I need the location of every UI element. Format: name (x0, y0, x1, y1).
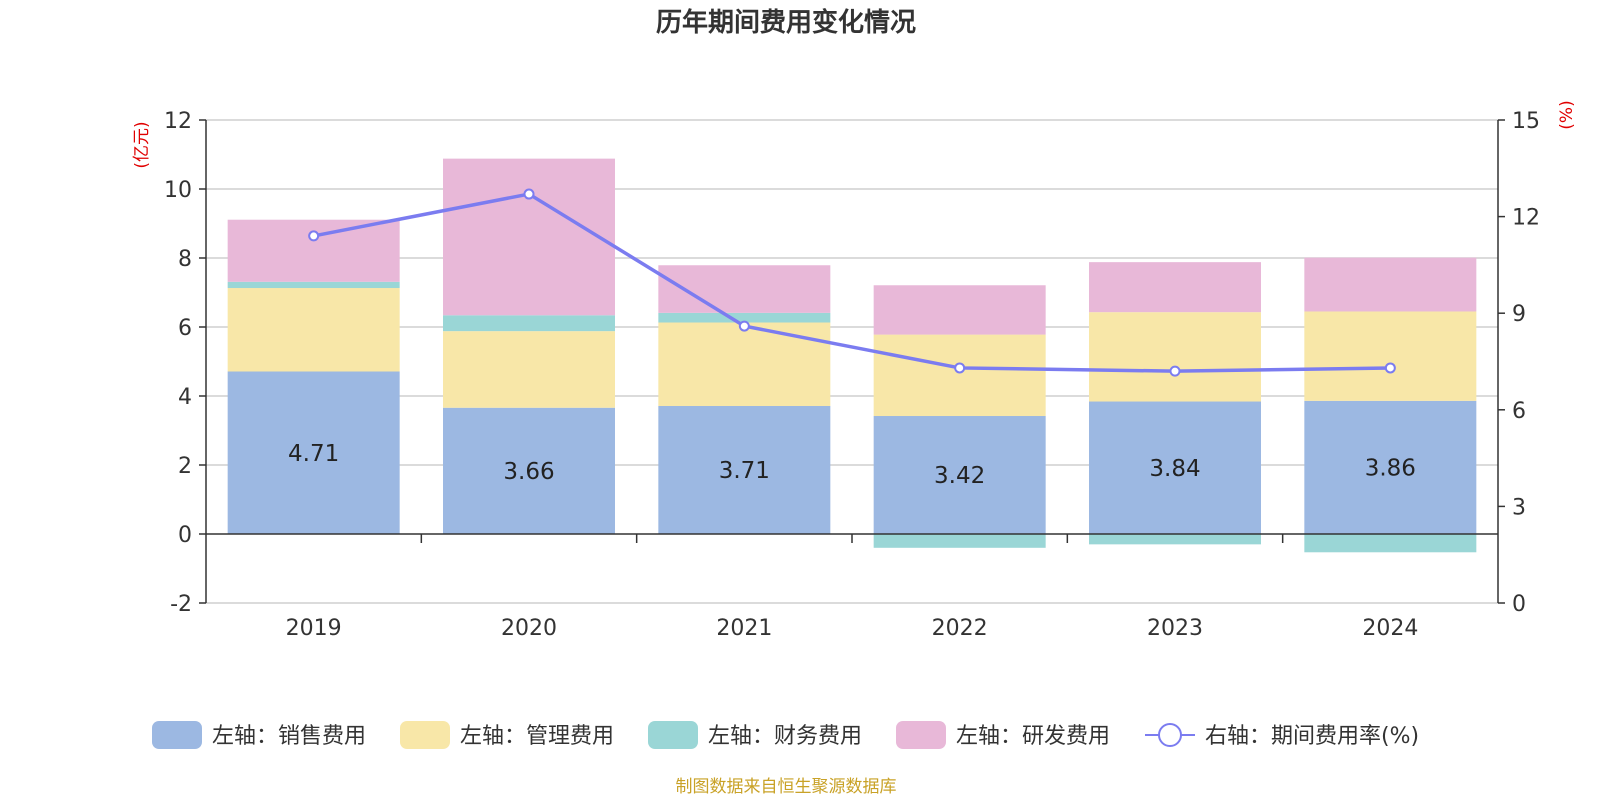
legend-label: 左轴：管理费用 (460, 724, 614, 749)
left-tick-label: 6 (178, 316, 192, 341)
bar-segment (873, 285, 1046, 335)
right-tick-label: 15 (1512, 109, 1540, 134)
expense-rate-point (1384, 362, 1396, 374)
bar-segment (1089, 312, 1261, 402)
right-tick-label: 9 (1512, 302, 1526, 327)
legend-swatch (648, 721, 698, 749)
left-tick-label: 0 (178, 523, 192, 548)
chart-title: 历年期间费用变化情况 (656, 7, 916, 38)
bar-value-label: 4.71 (288, 441, 339, 467)
bar-segment (443, 407, 615, 534)
category-label: 2021 (716, 616, 772, 641)
legend-label: 左轴：销售费用 (212, 724, 366, 749)
left-axis-unit: (亿元) (132, 121, 152, 168)
bar-segment (1089, 534, 1261, 545)
axes: -2 0 2 4 6 8 10 12 0 3 6 9 12 15 2019 2020 2021 2022 2023 2… (164, 109, 1540, 641)
left-tick-label: 10 (164, 178, 192, 203)
category-label: 2019 (286, 616, 342, 641)
legend-label: 右轴：期间费用率(%) (1205, 724, 1419, 749)
bar-value-label: 3.66 (503, 459, 554, 485)
category-label: 2022 (932, 616, 988, 641)
bar-segment (658, 406, 831, 534)
bar-segment (443, 158, 615, 316)
bar-segment (227, 219, 400, 282)
expense-rate-point (308, 230, 320, 242)
left-tick-label: 12 (164, 109, 192, 134)
bar-segment (1089, 401, 1261, 534)
left-tick-label: 8 (178, 247, 192, 272)
right-axis-unit: (%) (1557, 100, 1577, 129)
bar-segment (227, 288, 400, 372)
legend-swatch (400, 721, 450, 749)
bar-segment (227, 281, 400, 289)
left-tick-label: 4 (178, 385, 192, 410)
bar-segment (1089, 262, 1261, 313)
expense-rate-point (1169, 365, 1181, 377)
bar-segment (227, 371, 400, 534)
bar-segment (873, 534, 1046, 548)
bar-segment (873, 334, 1046, 417)
bar-segment (658, 322, 831, 407)
left-tick-label: 2 (178, 454, 192, 479)
bar-segment (443, 315, 615, 332)
expense-rate-polyline (313, 192, 1391, 373)
category-label: 2024 (1362, 616, 1418, 641)
bar-value-labels: 4.71 3.66 3.71 3.42 3.84 3.86 (288, 441, 1416, 489)
category-label: 2023 (1147, 616, 1203, 641)
bar-value-label: 3.42 (934, 463, 985, 489)
right-tick-label: 3 (1512, 495, 1526, 520)
bar-segment (658, 312, 831, 323)
bar-value-label: 3.86 (1365, 455, 1416, 481)
bar-segment (443, 331, 615, 408)
right-tick-label: 6 (1512, 399, 1526, 424)
expense-rate-point (954, 362, 966, 374)
bar-value-label: 3.71 (719, 458, 770, 484)
bar-segment (1304, 257, 1477, 312)
bar-segment (1304, 311, 1477, 401)
legend-label: 左轴：研发费用 (956, 724, 1110, 749)
bar-value-label: 3.84 (1149, 456, 1200, 482)
bar-segment (873, 416, 1046, 534)
right-tick-label: 12 (1512, 206, 1540, 231)
expense-rate-point (523, 188, 535, 200)
legend: 左轴：销售费用 左轴：管理费用 左轴：财务费用 左轴：研发费用 右轴：期间费用率(%) (152, 721, 1419, 749)
expense-rate-line (308, 188, 1396, 377)
grid-lines (206, 119, 1498, 604)
left-tick-label: -2 (170, 592, 192, 617)
bar-segment (1304, 534, 1477, 553)
bars (227, 158, 1477, 553)
right-tick-label: 0 (1512, 592, 1526, 617)
category-label: 2020 (501, 616, 557, 641)
legend-swatch (896, 721, 946, 749)
bar-segment (1304, 400, 1477, 534)
legend-label: 左轴：财务费用 (708, 724, 862, 749)
expense-rate-point (738, 320, 750, 332)
source-note: 制图数据来自恒生聚源数据库 (676, 777, 897, 797)
legend-circle-swatch (1158, 723, 1182, 747)
legend-swatch (152, 721, 202, 749)
